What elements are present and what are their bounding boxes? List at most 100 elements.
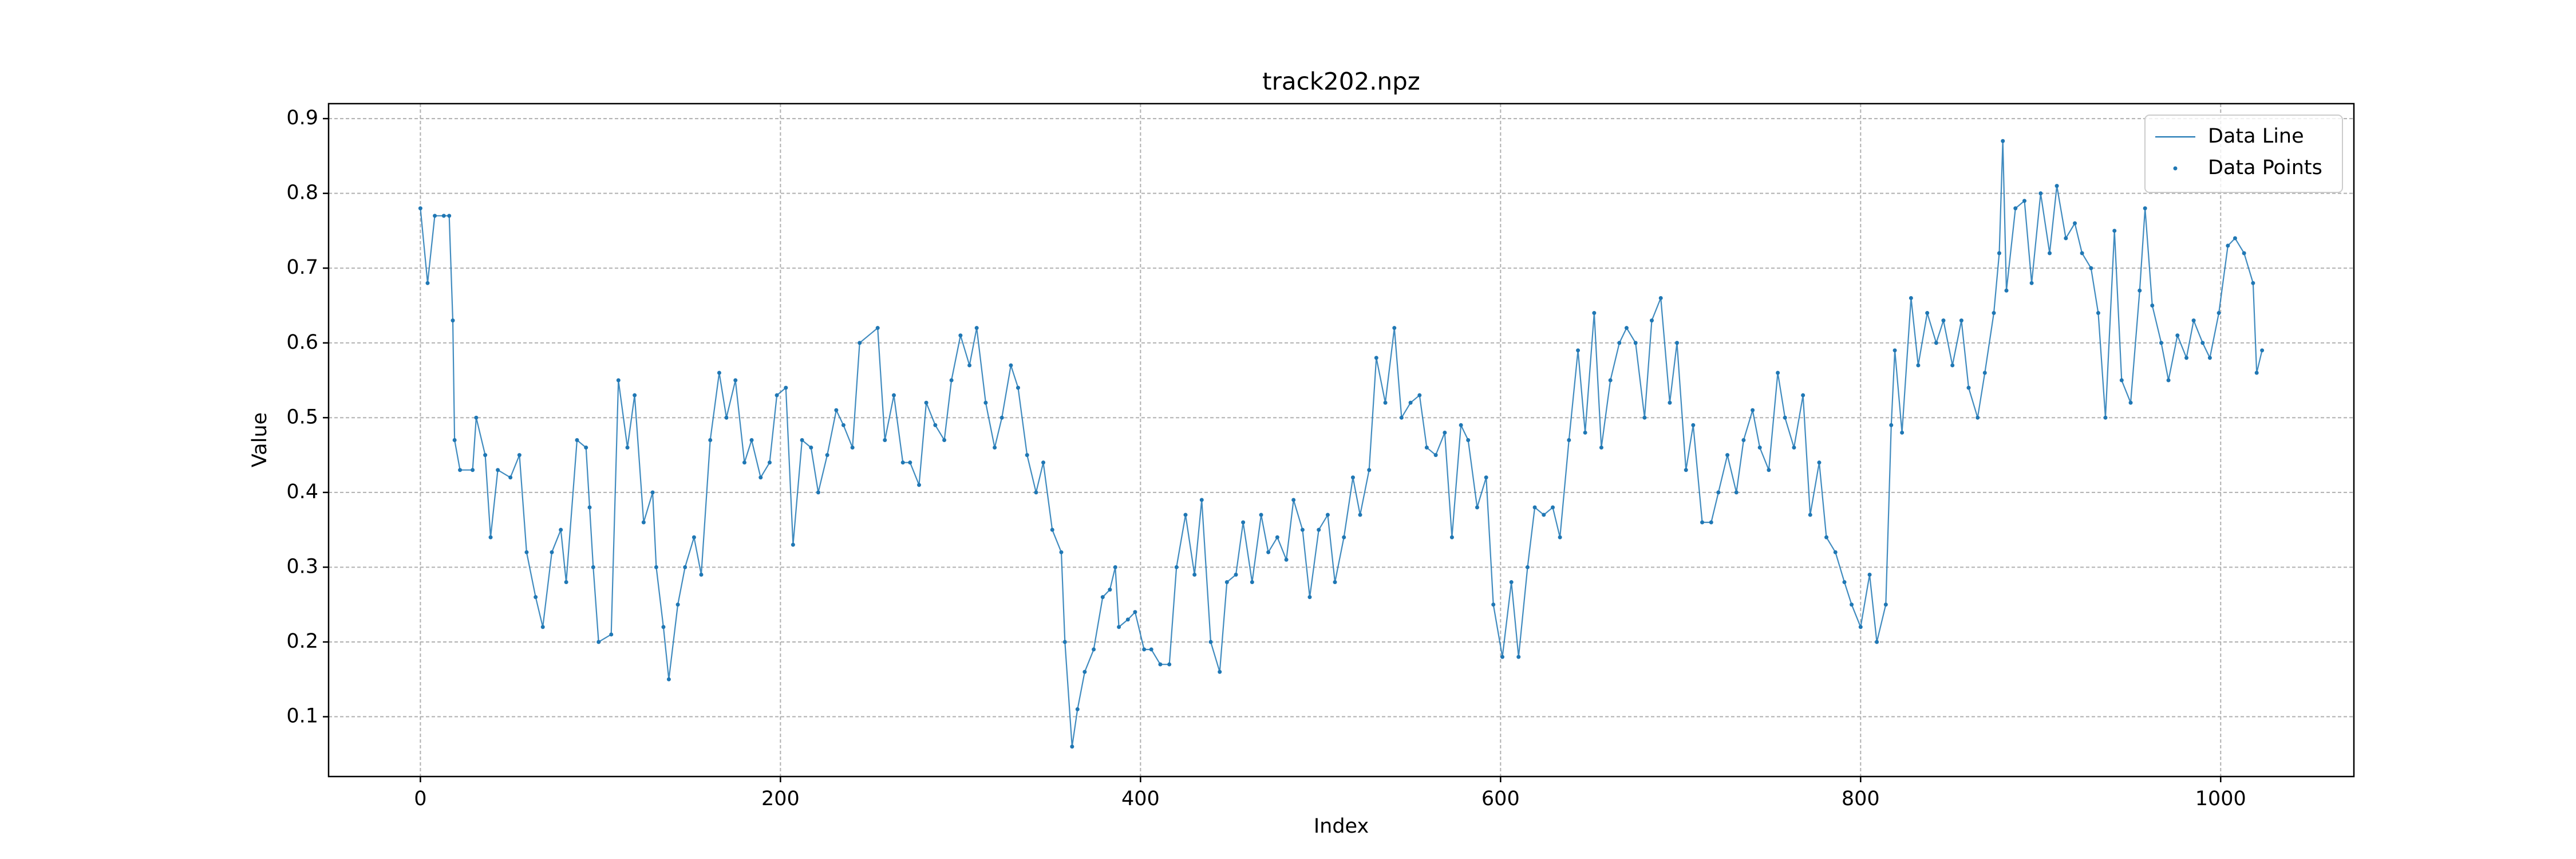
data-point [1133,610,1137,614]
data-point [1909,295,1913,300]
data-point [1525,565,1530,569]
data-point [2175,333,2180,338]
y-tick-label: 0.6 [286,331,318,354]
data-point [1333,580,1337,585]
data-point [724,415,729,420]
data-point [2166,378,2171,383]
data-point [1142,647,1147,652]
plot-frame [327,103,2355,778]
data-point [2112,228,2117,233]
x-tick-label: 0 [414,787,426,810]
data-point [2128,400,2133,405]
data-point [791,542,795,547]
data-point [1757,446,1762,450]
y-tick-label: 0.1 [286,705,318,728]
data-point [641,520,646,525]
data-point [1982,371,1987,375]
data-point [1658,295,1663,300]
data-point [1576,348,1581,353]
data-point [891,393,896,397]
data-point [1259,513,1263,517]
data-point [967,363,972,368]
data-point [2251,281,2255,285]
data-point [917,483,922,487]
data-point [1716,490,1721,495]
data-point [654,565,658,569]
data-point [1443,430,1447,435]
data-point [1500,655,1504,659]
data-point [1858,625,1863,629]
data-point [1592,311,1597,316]
data-point [584,446,588,450]
data-point [1925,311,1930,316]
data-point [1491,602,1496,607]
data-point [1684,468,1688,472]
data-point [564,580,568,585]
data-point [1889,423,1894,427]
data-point [993,446,997,450]
data-point [2004,288,2009,293]
x-tick-label: 800 [1842,787,1880,810]
data-point [1850,602,1854,607]
data-point [1408,400,1413,405]
data-point [834,408,839,412]
data-point [1893,348,1897,353]
data-point [1125,617,1130,622]
data-point [2048,251,2052,255]
data-point [2150,304,2155,308]
data-point [1149,647,1153,652]
data-point [483,453,488,458]
data-point [2184,356,2189,360]
data-point [1950,363,1955,368]
data-point [1466,438,1471,442]
data-point [1824,535,1829,539]
data-point [2055,184,2059,188]
data-point [1475,505,1479,510]
data-point [1617,341,1622,345]
data-point [425,281,430,285]
data-point [1041,460,1046,465]
data-point [1266,550,1271,554]
data-point [1633,341,1638,345]
data-point [2200,341,2205,345]
data-point [2226,243,2230,248]
data-point [1424,446,1429,450]
legend-box [2144,115,2343,193]
data-point [1875,640,1879,644]
data-point [809,446,813,450]
data-point [2242,251,2246,255]
data-point [1417,393,1422,397]
data-point [1583,430,1587,435]
data-point [1062,640,1067,644]
data-point [958,333,963,338]
data-point [2103,415,2108,420]
data-point [550,550,554,554]
data-point [447,214,452,218]
data-point [650,490,655,495]
data-point [999,415,1004,420]
data-point [1516,655,1521,659]
x-tick-label: 200 [761,787,800,810]
data-point [1291,498,1296,502]
data-point [1817,460,1822,465]
data-point [758,475,763,480]
data-point [933,423,938,427]
data-point [524,550,529,554]
data-point [2080,251,2084,255]
data-point [517,453,521,458]
data-point [908,460,912,465]
data-point [708,438,713,442]
data-point [591,565,595,569]
data-point [1966,385,1971,390]
data-point [625,446,630,450]
data-point [942,438,947,442]
data-point [949,378,954,383]
data-point [850,446,855,450]
data-point [1016,385,1020,390]
data-point [451,318,455,323]
data-point [825,453,829,458]
data-point [1509,580,1514,585]
data-point [1675,341,1680,345]
data-point [1399,415,1404,420]
